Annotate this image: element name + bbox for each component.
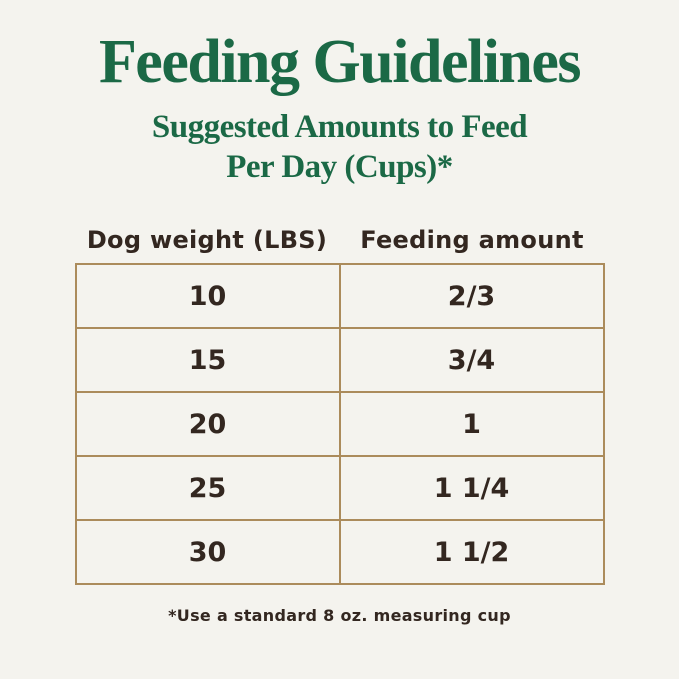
- subtitle-line-1: Suggested Amounts to Feed: [151, 109, 528, 146]
- table-column-headers: Dog weight (LBS) Feeding amount: [75, 226, 605, 254]
- measuring-cup-footnote: *Use a standard 8 oz. measuring cup: [168, 606, 511, 626]
- cell-weight: 10: [74, 263, 341, 330]
- cell-weight: 30: [74, 519, 341, 586]
- cell-amount: 3/4: [338, 327, 605, 394]
- table-row: 20 1: [74, 391, 605, 458]
- cell-weight: 15: [74, 327, 341, 394]
- column-header-dog-weight: Dog weight (LBS): [86, 226, 328, 255]
- page-subtitle: Suggested Amounts to Feed Per Day (Cups)…: [0, 108, 679, 187]
- feeding-table: 10 2/3 15 3/4 20 1 25 1 1/4 30 1 1/2: [74, 263, 605, 586]
- table-row: 25 1 1/4: [74, 455, 605, 522]
- page-title: Feeding Guidelines: [98, 28, 582, 96]
- cell-amount: 2/3: [338, 263, 605, 330]
- cell-weight: 25: [74, 455, 341, 522]
- table-row: 10 2/3: [74, 263, 605, 330]
- cell-weight: 20: [74, 391, 341, 458]
- feeding-table-section: Dog weight (LBS) Feeding amount 10 2/3 1…: [74, 226, 605, 586]
- subtitle-line-2: Per Day (Cups)*: [226, 148, 453, 185]
- table-row: 15 3/4: [74, 327, 605, 394]
- table-row: 30 1 1/2: [74, 519, 605, 586]
- cell-amount: 1: [338, 391, 605, 458]
- cell-amount: 1 1/2: [338, 519, 605, 586]
- column-header-feeding-amount: Feeding amount: [360, 226, 584, 255]
- cell-amount: 1 1/4: [338, 455, 605, 522]
